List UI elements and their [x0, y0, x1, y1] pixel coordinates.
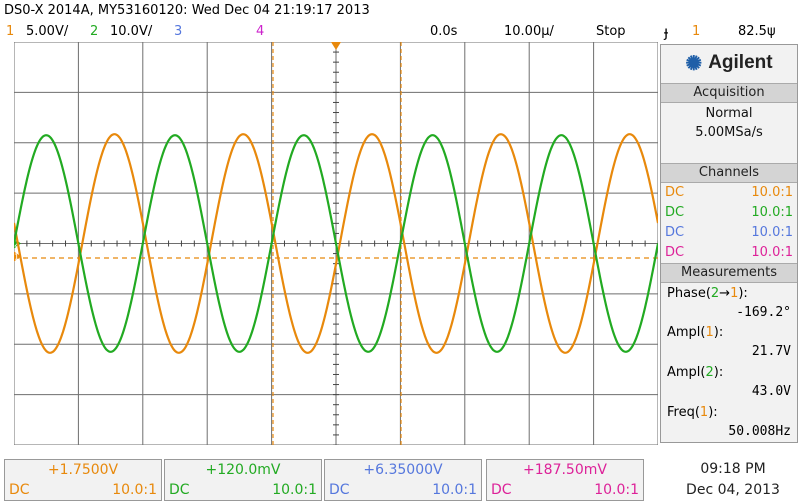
ch1-number[interactable]: 1: [6, 24, 15, 39]
measurement-value: 21.7V: [751, 344, 791, 359]
measurement-value: -169.2°: [736, 305, 791, 320]
instrument-title: DS0-X 2014A, MY53160120: Wed Dec 04 21:1…: [4, 3, 370, 18]
clock: 09:18 PM Dec 04, 2013: [668, 459, 798, 501]
trigger-edge-icon: ɟ: [664, 23, 669, 41]
ch4-coupling: DC: [491, 482, 512, 498]
brand-logo: ✺ Agilent: [661, 45, 797, 81]
scope-display[interactable]: 21: [14, 42, 658, 445]
ch2-number[interactable]: 2: [90, 24, 99, 39]
svg-text:1: 1: [14, 253, 19, 262]
measurement-value: 50.008Hz: [728, 424, 791, 439]
measurement-label: Ampl(2):: [667, 365, 724, 380]
trigger-position-marker[interactable]: [331, 42, 341, 50]
ch3-number[interactable]: 3: [174, 24, 183, 39]
trigger-level[interactable]: 82.5ψ: [738, 24, 776, 39]
clock-time: 09:18 PM: [700, 461, 766, 477]
ch2-offset: +120.0mV: [205, 462, 281, 478]
channel-row-3[interactable]: DC 10.0:1: [661, 223, 797, 243]
channel-coupling: DC: [665, 245, 685, 260]
measurement-label: Phase(2→1):: [667, 286, 748, 301]
time-delay[interactable]: 0.0s: [430, 24, 458, 39]
graticule-grid: [14, 42, 658, 445]
ch3-coupling: DC: [329, 482, 350, 498]
status-bar: 1 5.00V/ 2 10.0V/ 3 4 0.0s 10.00µ/ Stop …: [0, 22, 800, 42]
channels-header[interactable]: Channels: [661, 163, 797, 183]
ch1-waveform: [14, 133, 658, 354]
trigger-source[interactable]: 1: [692, 24, 701, 39]
ch1-scale[interactable]: 5.00V/: [26, 24, 69, 39]
ch3-offset: +6.35000V: [363, 462, 443, 478]
ch2-scale[interactable]: 10.0V/: [110, 24, 153, 39]
channel-coupling: DC: [665, 185, 685, 200]
starburst-icon: ✺: [685, 52, 703, 75]
channel-coupling: DC: [665, 205, 685, 220]
clock-date: Dec 04, 2013: [686, 482, 780, 498]
channel-row-4[interactable]: DC 10.0:1: [661, 243, 797, 263]
channel-probe: 10.0:1: [751, 245, 793, 260]
ch4-probe: 10.0:1: [594, 482, 639, 498]
ch3-probe: 10.0:1: [432, 482, 477, 498]
ch1-offset: +1.7500V: [47, 462, 119, 478]
channel-row-2[interactable]: DC 10.0:1: [661, 203, 797, 223]
ch1-coupling: DC: [9, 482, 30, 498]
brand-name: Agilent: [708, 52, 773, 73]
ch4-offset-box[interactable]: +187.50mV DC 10.0:1: [486, 459, 644, 501]
acquisition-header[interactable]: Acquisition: [661, 83, 797, 103]
time-scale[interactable]: 10.00µ/: [504, 24, 554, 39]
channel-probe: 10.0:1: [751, 185, 793, 200]
svg-text:2: 2: [14, 240, 19, 249]
measurement-value: 43.0V: [751, 384, 791, 399]
measurement-label: Ampl(1):: [667, 325, 724, 340]
channel-probe: 10.0:1: [751, 225, 793, 240]
ch2-probe: 10.0:1: [272, 482, 317, 498]
ch2-waveform: [14, 134, 658, 353]
channel-coupling: DC: [665, 225, 685, 240]
ch2-coupling: DC: [169, 482, 190, 498]
channel-row-1[interactable]: DC 10.0:1: [661, 183, 797, 203]
ch4-offset: +187.50mV: [523, 462, 607, 478]
measurements-header[interactable]: Measurements: [661, 263, 797, 283]
run-state[interactable]: Stop: [596, 24, 626, 39]
acquisition-mode: Normal: [705, 106, 753, 121]
side-panel: ✺ Agilent Acquisition Normal 5.00MSa/s C…: [660, 44, 798, 443]
ch4-number[interactable]: 4: [256, 24, 265, 39]
acquisition-rate: 5.00MSa/s: [695, 125, 763, 140]
channel-probe: 10.0:1: [751, 205, 793, 220]
ch3-offset-box[interactable]: +6.35000V DC 10.0:1: [324, 459, 482, 501]
ch1-probe: 10.0:1: [112, 482, 157, 498]
ch1-ground-marker[interactable]: 1: [14, 251, 21, 262]
title-bar: DS0-X 2014A, MY53160120: Wed Dec 04 21:1…: [0, 0, 800, 22]
measurement-label: Freq(1):: [667, 405, 718, 420]
ch1-offset-box[interactable]: +1.7500V DC 10.0:1: [4, 459, 162, 501]
ch2-offset-box[interactable]: +120.0mV DC 10.0:1: [164, 459, 322, 501]
